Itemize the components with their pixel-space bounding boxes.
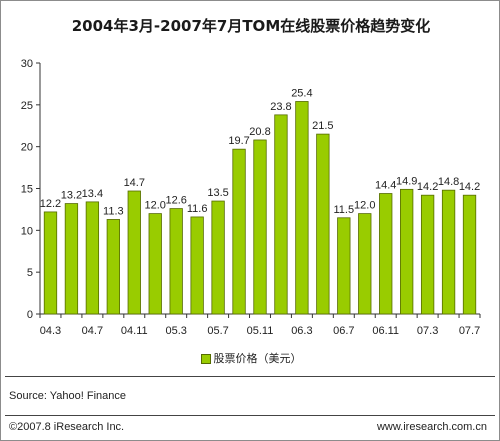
x-tick-label-05.7: 05.7 [207, 325, 228, 337]
source-note: Source: Yahoo! Finance [9, 390, 127, 402]
x-tick-label-07.7: 07.7 [459, 325, 480, 337]
bar-06.9 [358, 213, 372, 315]
y-tick-label: 25 [21, 100, 33, 112]
data-label-06.1: 23.8 [270, 101, 291, 113]
x-tick-labels: 04.3 04.7 04.11 05.3 05.7 05.11 06.3 06.7 06.11 0… [40, 325, 480, 337]
data-label-05.3: 12.6 [165, 195, 186, 207]
website-note: www.iresearch.com.cn [376, 421, 487, 433]
y-tick-labels: 0 5 10 15 20 25 30 [21, 58, 33, 321]
y-tick-label: 0 [27, 309, 33, 321]
divider-top [5, 376, 495, 377]
legend: 股票价格（美元） [1, 350, 500, 366]
data-labels: 12.213.2 13.411.314.712.0 12.611.613.519.7… [40, 87, 480, 217]
legend-swatch [200, 354, 211, 364]
data-label-06.11: 14.4 [375, 180, 396, 192]
data-label-07.5: 14.8 [438, 176, 459, 188]
x-tick-label-04.7: 04.7 [82, 325, 103, 337]
data-label-05.7: 13.5 [207, 187, 228, 199]
x-tick-label-05.3: 05.3 [165, 325, 186, 337]
bar-07.5 [441, 189, 456, 315]
data-label-04.7: 13.4 [82, 188, 103, 200]
bar-05.11 [253, 139, 267, 315]
x-tick-label-05.11: 05.11 [247, 325, 274, 337]
bar-06.7 [337, 217, 351, 315]
x-tick-label-06.11: 06.11 [372, 325, 399, 337]
data-label-05.9: 19.7 [228, 135, 249, 147]
chart-bars [43, 101, 477, 315]
bar-04.3 [43, 211, 58, 315]
x-tick-label-06.3: 06.3 [291, 325, 312, 337]
bar-07.3 [420, 194, 435, 315]
data-label-04.11: 14.7 [124, 177, 145, 189]
x-tick-label-04.11: 04.11 [121, 325, 148, 337]
data-label-07.3: 14.2 [417, 181, 438, 193]
data-label-06.9: 12.0 [354, 200, 375, 212]
data-label-07.1: 14.9 [396, 175, 417, 187]
data-label-04.5: 13.2 [61, 190, 82, 202]
data-label-05.1: 12.0 [145, 200, 166, 212]
bar-05.3 [169, 208, 183, 315]
y-tick-label: 20 [21, 142, 33, 154]
bar-05.7 [211, 200, 225, 315]
legend-label: 股票价格（美元） [213, 352, 302, 365]
data-label-07.7: 14.2 [459, 181, 480, 193]
data-label-06.7: 11.5 [334, 204, 355, 216]
data-label-06.5: 21.5 [312, 120, 333, 132]
x-tick-label-07.3: 07.3 [417, 325, 438, 337]
bar-06.5 [316, 133, 330, 315]
bar-07.7 [462, 194, 477, 315]
data-label-06.3: 25.4 [291, 87, 312, 99]
y-tick-label: 5 [27, 267, 33, 279]
bar-04.9 [106, 219, 120, 315]
bar-04.5 [64, 203, 79, 315]
divider-bottom [5, 415, 495, 416]
bar-06.3 [295, 101, 309, 315]
chart-title: 2004年3月-2007年7月TOM在线股票价格趋势变化 [71, 17, 431, 35]
bar-05.9 [232, 148, 246, 315]
bar-05.1 [148, 213, 162, 315]
bar-07.1 [400, 188, 414, 315]
bar-05.5 [190, 216, 204, 315]
y-tick-label: 10 [21, 225, 33, 237]
data-label-04.9: 11.3 [103, 205, 124, 217]
y-tick-label: 30 [21, 58, 33, 70]
data-label-05.11: 20.8 [249, 126, 270, 138]
x-tick-label-04.3: 04.3 [40, 325, 61, 337]
bar-06.11 [379, 193, 393, 315]
bar-04.11 [127, 190, 141, 315]
data-label-04.3: 12.2 [40, 198, 61, 210]
data-label-05.5: 11.6 [187, 203, 208, 215]
x-tick-label-06.7: 06.7 [333, 325, 354, 337]
y-tick-label: 15 [21, 184, 33, 196]
bar-04.7 [85, 201, 100, 315]
bar-06.1 [274, 114, 288, 315]
copyright-note: ©2007.8 iResearch Inc. [9, 421, 125, 433]
